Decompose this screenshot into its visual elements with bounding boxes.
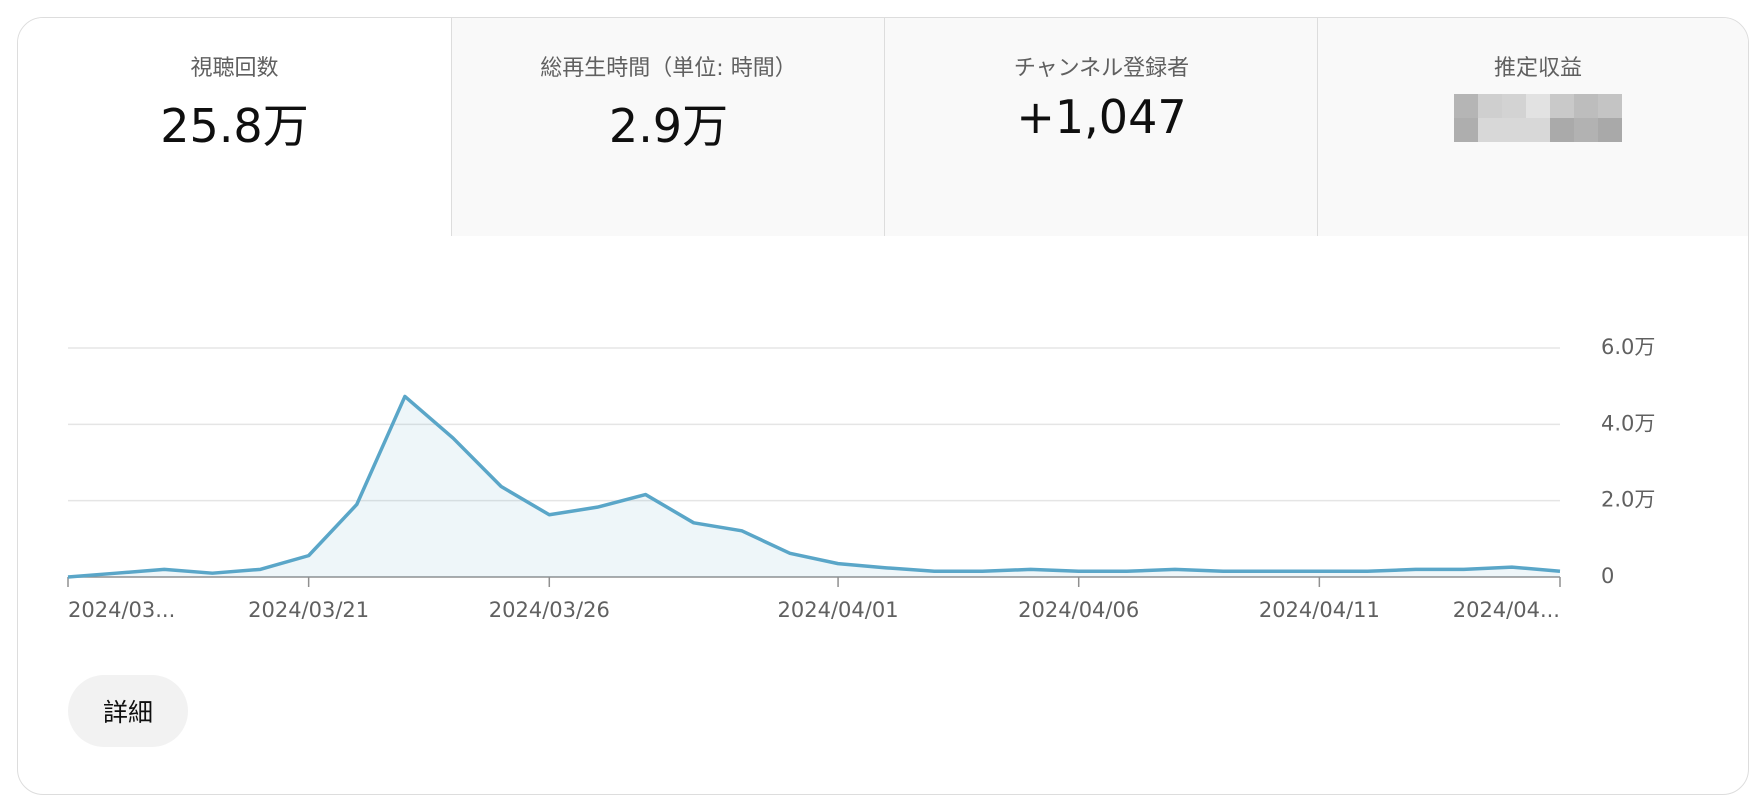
x-tick-label: 2024/04/11 xyxy=(1259,598,1380,622)
tab-label: チャンネル登録者 xyxy=(1013,56,1190,81)
x-tick-label: 2024/04/06 xyxy=(1018,598,1139,622)
tab-label: 総再生時間（単位: 時間） xyxy=(540,56,797,81)
y-tick-label: 4.0万 xyxy=(1601,411,1655,435)
tab[interactable]: 視聴回数 25.8万 xyxy=(18,18,451,236)
area xyxy=(68,396,1560,577)
tab-value: +1,047 xyxy=(1016,90,1187,144)
x-tick-label: 2024/04... xyxy=(1453,598,1560,622)
x-tick-label: 2024/04/01 xyxy=(778,598,899,622)
x-tick-label: 2024/03/21 xyxy=(248,598,369,622)
y-tick-label: 6.0万 xyxy=(1601,335,1655,359)
tab[interactable]: 推定収益 xyxy=(1317,18,1748,236)
line xyxy=(67,394,1561,579)
analytics-card: 視聴回数 25.8万 総再生時間（単位: 時間） 2.9万 チャンネル登録者 +… xyxy=(17,17,1749,795)
tab-value: 25.8万 xyxy=(160,99,309,153)
x-tick-label: 2024/03... xyxy=(68,598,175,622)
tab-value: 2.9万 xyxy=(608,99,729,153)
tab[interactable]: 総再生時間（単位: 時間） 2.9万 xyxy=(451,18,885,236)
chart: 0 2.0万 4.0万 6.0万 2024/03... 2024/03/21 2024/03… xyxy=(67,335,1655,622)
blurred-value xyxy=(1454,94,1622,142)
y-tick-label: 2.0万 xyxy=(1601,488,1655,512)
tab-label: 推定収益 xyxy=(1493,56,1582,81)
details-button[interactable]: 詳細 xyxy=(68,675,188,747)
tab[interactable]: チャンネル登録者 +1,047 xyxy=(884,18,1318,236)
x-tick-label: 2024/03/26 xyxy=(489,598,610,622)
tab-label: 視聴回数 xyxy=(190,56,279,81)
y-tick-label: 0 xyxy=(1601,564,1614,588)
